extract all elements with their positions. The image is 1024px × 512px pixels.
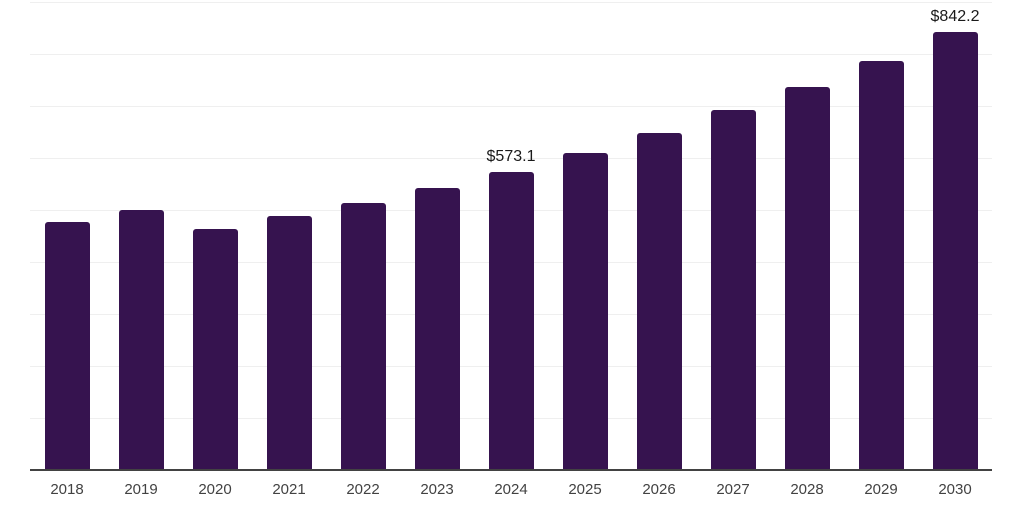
- bar-2020: [192, 229, 238, 470]
- bars-container: $573.1 $842.2: [30, 2, 992, 470]
- bar-2027: [710, 110, 756, 470]
- bar-cell-2021: [252, 2, 326, 470]
- x-tick-label-2026: 2026: [642, 481, 676, 498]
- bar-2025: [562, 153, 608, 470]
- bar-cell-2025: [548, 2, 622, 470]
- bar-2019: [118, 210, 164, 470]
- x-tick-label-2023: 2023: [420, 481, 454, 498]
- data-label-2030: $842.2: [930, 8, 980, 25]
- bar-2028: [784, 87, 830, 470]
- bar-cell-2027: [696, 2, 770, 470]
- x-tick-label-2029: 2029: [864, 481, 898, 498]
- bar-2018: [44, 222, 90, 470]
- bar-2024: [488, 172, 534, 470]
- bar-2021: [266, 216, 312, 470]
- x-tick-label-2022: 2022: [346, 481, 380, 498]
- data-label-2024: $573.1: [486, 148, 536, 165]
- gridline-800: [30, 54, 992, 55]
- x-tick-label-2021: 2021: [272, 481, 306, 498]
- x-tick-label-2030: 2030: [938, 481, 972, 498]
- bar-2022: [340, 203, 386, 470]
- x-tick-label-2027: 2027: [716, 481, 750, 498]
- bar-cell-2022: [326, 2, 400, 470]
- gridline-900: [30, 2, 992, 3]
- bar-cell-2023: [400, 2, 474, 470]
- x-axis-labels: 2018 2019 2020 2021 2022 2023 2024 2025 2026 2027…: [30, 480, 992, 500]
- x-tick-label-2019: 2019: [124, 481, 158, 498]
- bar-cell-2020: [178, 2, 252, 470]
- bar-cell-2018: [30, 2, 104, 470]
- x-tick-label-2018: 2018: [50, 481, 84, 498]
- bar-cell-2024: $573.1: [474, 2, 548, 470]
- bar-cell-2028: [770, 2, 844, 470]
- bar-cell-2019: [104, 2, 178, 470]
- x-tick-label-2024: 2024: [494, 481, 528, 498]
- bar-2030: [932, 32, 978, 470]
- bar-cell-2026: [622, 2, 696, 470]
- plot-area: $573.1 $842.2: [30, 2, 992, 470]
- bar-2026: [636, 133, 682, 470]
- bar-cell-2029: [844, 2, 918, 470]
- x-axis-line: [30, 469, 992, 471]
- bar-2029: [858, 61, 904, 470]
- gridline-700: [30, 106, 992, 107]
- x-tick-label-2025: 2025: [568, 481, 602, 498]
- x-tick-label-2028: 2028: [790, 481, 824, 498]
- bar-cell-2030: $842.2: [918, 2, 992, 470]
- x-tick-label-2020: 2020: [198, 481, 232, 498]
- bar-2023: [414, 188, 460, 470]
- gridline-600: [30, 158, 992, 159]
